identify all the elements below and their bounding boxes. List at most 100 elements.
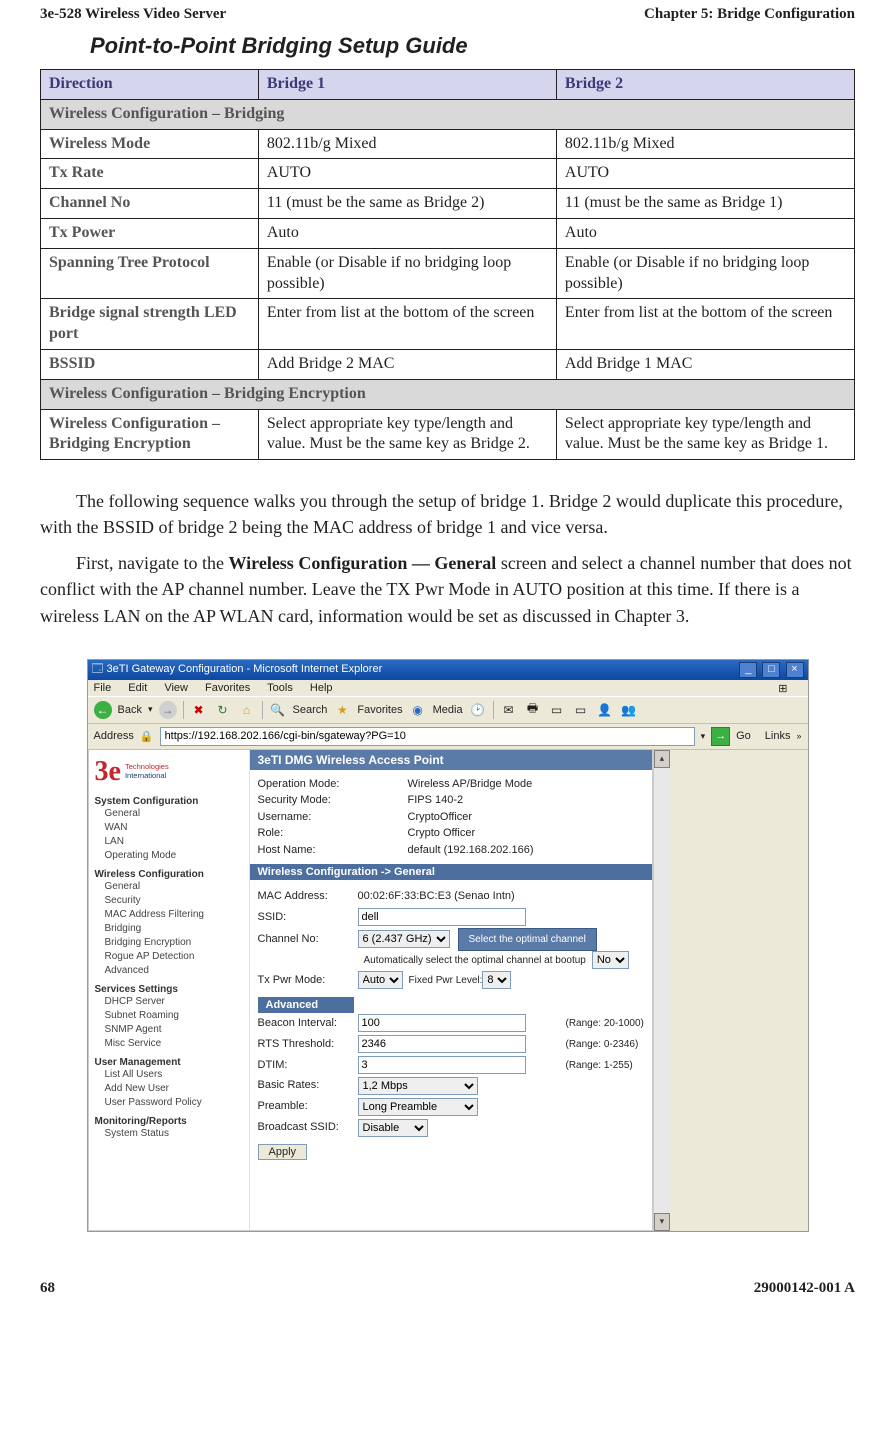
optimal-channel-button[interactable]: Select the optimal channel: [458, 928, 597, 951]
row-label: Tx Rate: [41, 159, 259, 189]
menu-favorites[interactable]: Favorites: [205, 682, 250, 694]
channel-select[interactable]: 6 (2.437 GHz): [358, 930, 450, 948]
menu-file[interactable]: File: [94, 682, 112, 694]
sidebar-item[interactable]: Security: [105, 894, 243, 908]
menu-help[interactable]: Help: [310, 682, 333, 694]
row-label: Wireless Mode: [41, 129, 259, 159]
sidebar-item[interactable]: Rogue AP Detection: [105, 950, 243, 964]
status-key: Security Mode:: [258, 792, 408, 809]
window-title: 🗔 3eTI Gateway Configuration - Microsoft…: [92, 660, 383, 679]
row-b2: Auto: [556, 218, 854, 248]
favorites-label[interactable]: Favorites: [357, 704, 402, 716]
row-b1: Add Bridge 2 MAC: [258, 349, 556, 379]
sidebar-item[interactable]: Bridging Encryption: [105, 936, 243, 950]
sidebar-item[interactable]: Advanced: [105, 964, 243, 978]
paragraph-2: First, navigate to the Wireless Configur…: [40, 550, 855, 628]
sidebar-item[interactable]: LAN: [105, 835, 243, 849]
running-header-right: Chapter 5: Bridge Configuration: [644, 6, 855, 23]
media-label[interactable]: Media: [433, 704, 463, 716]
broadcast-select[interactable]: Disable: [358, 1119, 428, 1137]
running-header-left: 3e-528 Wireless Video Server: [40, 6, 226, 23]
status-value: Crypto Officer: [408, 825, 476, 842]
stop-icon[interactable]: ✖: [190, 701, 208, 719]
lock-icon: 🔒: [140, 730, 154, 743]
paragraph-1: The following sequence walks you through…: [40, 488, 855, 540]
sidebar-item[interactable]: Subnet Roaming: [105, 1009, 243, 1023]
sidebar-group-system: System Configuration: [95, 796, 243, 807]
print-icon[interactable]: 🖶: [524, 701, 542, 719]
body-text: The following sequence walks you through…: [40, 488, 855, 628]
discuss-icon[interactable]: ▭: [572, 701, 590, 719]
txpwr-label: Tx Pwr Mode:: [258, 970, 358, 991]
fixed-pwr-select[interactable]: 8: [482, 971, 511, 989]
address-input[interactable]: [160, 727, 695, 746]
maximize-icon[interactable]: □: [762, 662, 780, 678]
advanced-banner: Advanced: [258, 997, 354, 1013]
research-icon[interactable]: 👥: [620, 701, 638, 719]
mail-icon[interactable]: ✉: [500, 701, 518, 719]
row-b2: Enable (or Disable if no bridging loop p…: [556, 248, 854, 299]
sidebar-item[interactable]: Operating Mode: [105, 849, 243, 863]
search-label[interactable]: Search: [293, 704, 328, 716]
menu-view[interactable]: View: [164, 682, 188, 694]
go-icon[interactable]: →: [711, 727, 730, 746]
messenger-icon[interactable]: 👤: [596, 701, 614, 719]
auto-channel-select[interactable]: No: [592, 951, 629, 969]
edit-icon[interactable]: ▭: [548, 701, 566, 719]
sidebar-item[interactable]: List All Users: [105, 1068, 243, 1082]
sidebar-group-wireless: Wireless Configuration: [95, 869, 243, 880]
status-key: Role:: [258, 825, 408, 842]
txpwr-select[interactable]: Auto: [358, 971, 403, 989]
adv-label: DTIM:: [258, 1055, 358, 1076]
forward-icon[interactable]: →: [159, 701, 177, 719]
go-label[interactable]: Go: [736, 730, 751, 742]
refresh-icon[interactable]: ↻: [214, 701, 232, 719]
window-buttons: _ □ ×: [737, 662, 803, 678]
media-icon[interactable]: ◉: [409, 701, 427, 719]
sidebar-item[interactable]: SNMP Agent: [105, 1023, 243, 1037]
scroll-up-icon[interactable]: ▴: [654, 750, 670, 768]
sidebar-item[interactable]: Add New User: [105, 1082, 243, 1096]
sidebar-item[interactable]: General: [105, 807, 243, 821]
ssid-input[interactable]: [358, 908, 526, 926]
sidebar-item[interactable]: User Password Policy: [105, 1096, 243, 1110]
sidebar-item[interactable]: DHCP Server: [105, 995, 243, 1009]
app-content-area: 3e Technologies International System Con…: [88, 750, 653, 1231]
scroll-down-icon[interactable]: ▾: [654, 1213, 670, 1231]
row-label: BSSID: [41, 349, 259, 379]
scrollbar[interactable]: ▴ ▾: [653, 750, 670, 1231]
sidebar-item[interactable]: WAN: [105, 821, 243, 835]
sidebar-item[interactable]: General: [105, 880, 243, 894]
favorites-icon[interactable]: ★: [333, 701, 351, 719]
home-icon[interactable]: ⌂: [238, 701, 256, 719]
dtim-input[interactable]: [358, 1056, 526, 1074]
history-icon[interactable]: 🕑: [469, 701, 487, 719]
beacon-input[interactable]: [358, 1014, 526, 1032]
addressbar: Address 🔒 ▾ → Go Links »: [88, 724, 808, 750]
menu-tools[interactable]: Tools: [267, 682, 293, 694]
sidebar-item[interactable]: Bridging: [105, 922, 243, 936]
basicrates-select[interactable]: 1,2 Mbps: [358, 1077, 478, 1095]
sidebar-item[interactable]: MAC Address Filtering: [105, 908, 243, 922]
menu-edit[interactable]: Edit: [128, 682, 147, 694]
back-icon[interactable]: ←: [94, 701, 112, 719]
row-b2: Enter from list at the bottom of the scr…: [556, 299, 854, 350]
minimize-icon[interactable]: _: [739, 662, 757, 678]
apply-button[interactable]: Apply: [258, 1144, 308, 1160]
screenshot-ie-window: 🗔 3eTI Gateway Configuration - Microsoft…: [87, 659, 809, 1232]
preamble-select[interactable]: Long Preamble: [358, 1098, 478, 1116]
status-key: Host Name:: [258, 842, 408, 859]
toolbar: ← Back ▾ → ✖ ↻ ⌂ 🔍 Search ★ Favorites ◉ …: [88, 696, 808, 724]
p2-bold: Wireless Configuration — General: [228, 553, 496, 573]
form-general: MAC Address:00:02:6F:33:BC:E3 (Senao Int…: [250, 880, 652, 1166]
sidebar-item[interactable]: Misc Service: [105, 1037, 243, 1051]
search-icon[interactable]: 🔍: [269, 701, 287, 719]
sidebar-item[interactable]: System Status: [105, 1127, 243, 1141]
rts-input[interactable]: [358, 1035, 526, 1053]
sidebar: 3e Technologies International System Con…: [89, 750, 250, 1230]
table-section-1: Wireless Configuration – Bridging: [41, 99, 855, 129]
links-label[interactable]: Links: [765, 730, 791, 742]
close-icon[interactable]: ×: [786, 662, 804, 678]
row-label: Wireless Configuration – Bridging Encryp…: [41, 409, 259, 460]
back-label[interactable]: Back: [118, 704, 142, 716]
